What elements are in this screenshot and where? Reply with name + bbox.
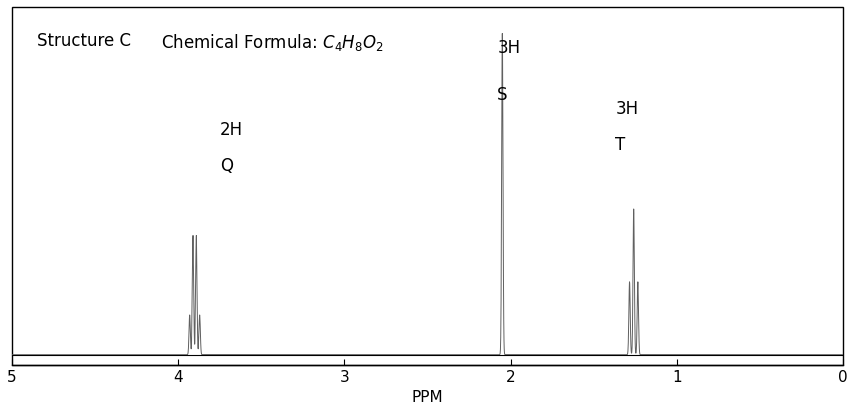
Text: 3H: 3H [498,39,521,57]
Text: T: T [616,136,626,154]
Text: S: S [498,86,508,103]
Text: 3H: 3H [616,100,639,118]
Text: Structure C: Structure C [37,32,131,50]
X-axis label: PPM: PPM [412,390,443,405]
Text: Q: Q [220,157,233,175]
Text: Chemical Formula: $C_4H_8O_2$: Chemical Formula: $C_4H_8O_2$ [162,32,384,53]
Text: 2H: 2H [220,121,243,139]
